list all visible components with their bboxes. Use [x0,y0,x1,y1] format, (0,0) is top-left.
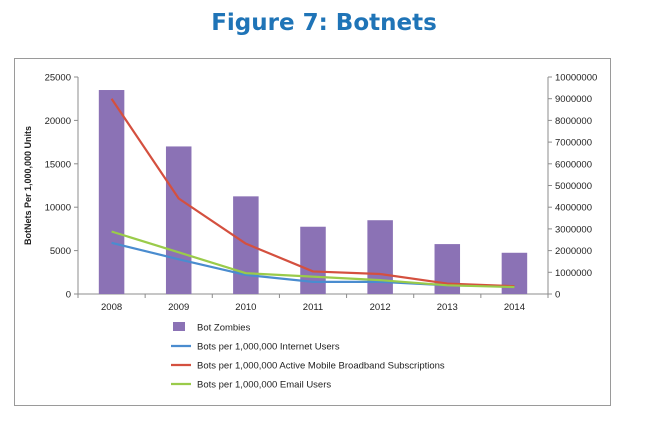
y2-tick-label: 9000000 [555,94,592,105]
y2-tick-label: 4000000 [555,203,592,214]
y2-tick-label: 8000000 [555,116,592,127]
y-tick-label: 15000 [45,159,71,170]
x-tick-label: 2010 [235,302,256,313]
x-tick-label: 2013 [437,302,458,313]
series-line [110,98,515,288]
y2-tick-label: 5000000 [555,181,592,192]
legend: Bot Zombies Bots per 1,000,000 Internet U… [171,322,445,391]
y2-tick-label: 6000000 [555,159,592,170]
y2-tick-label: 0 [555,290,560,301]
legend-label: Bots per 1,000,000 Active Mobile Broadba… [197,361,445,372]
series-line [111,230,515,289]
x-tick-label: 2012 [370,302,391,313]
y-tick-label: 20000 [45,116,71,127]
x-tick-label: 2014 [504,302,525,313]
axes: 0 5000 10000 15000 20000 25000 0 1000000 2000000… [23,73,597,314]
x-tick-label: 2009 [168,302,189,313]
bars [98,90,528,294]
legend-label: Bot Zombies [197,323,251,334]
x-tick-label: 2011 [303,302,323,313]
bar [233,196,259,294]
y-tick-label: 25000 [45,73,71,84]
lines [110,98,515,289]
y-tick-label: 0 [66,290,71,301]
legend-label: Bots per 1,000,000 Email Users [197,380,331,391]
figure-title: Figure 7: Botnets [211,10,437,36]
legend-swatch-bar [173,322,185,331]
y2-tick-label: 10000000 [555,73,597,84]
y2-tick-label: 1000000 [555,268,592,279]
y-tick-label: 10000 [45,203,71,214]
y-axis-title: BotNets Per 1,000,000 Units [23,126,33,245]
bar [98,90,125,294]
y2-tick-label: 7000000 [555,138,592,149]
bar [165,146,192,294]
legend-label: Bots per 1,000,000 Internet Users [197,342,340,353]
bar [300,226,326,294]
y-tick-label: 5000 [50,246,71,257]
y2-tick-label: 3000000 [555,224,592,235]
y2-tick-label: 2000000 [555,246,592,257]
x-tick-label: 2008 [101,302,122,313]
chart-frame: 0 5000 10000 15000 20000 25000 0 1000000 2000000… [14,58,611,406]
chart: 0 5000 10000 15000 20000 25000 0 1000000 2000000… [23,73,597,391]
